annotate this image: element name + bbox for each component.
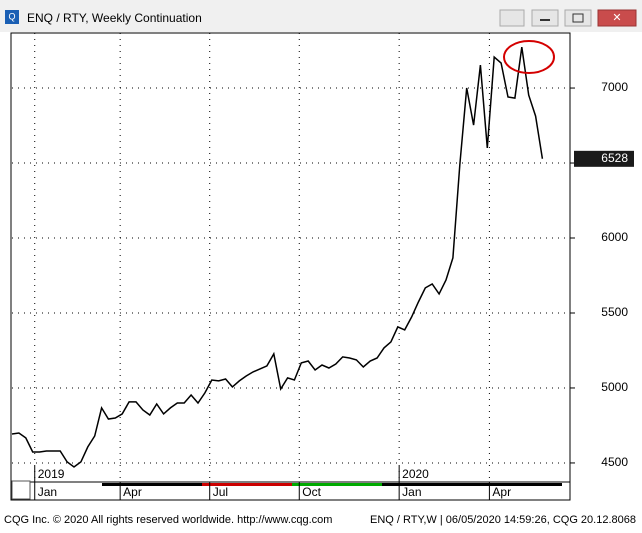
date-band (382, 483, 562, 486)
date-band (102, 483, 202, 486)
last-value-label: 6528 (601, 151, 628, 165)
y-tick-label: 6000 (601, 230, 628, 244)
date-band (292, 483, 382, 486)
x-tick-label: Jan (38, 485, 57, 499)
chart-title: ENQ / RTY, Weekly Continuation (27, 11, 202, 25)
corner-box[interactable] (11, 480, 31, 500)
app-icon (5, 10, 19, 24)
x-tick-label: Apr (492, 485, 511, 499)
x-tick-label: Jul (213, 485, 228, 499)
x-tick-label: Jan (402, 485, 421, 499)
close-glyph: ✕ (612, 12, 621, 24)
link-button[interactable] (499, 9, 525, 27)
price-line (11, 46, 544, 468)
minimize-button[interactable] (531, 9, 559, 27)
highlight-ellipse (503, 40, 555, 74)
close-button[interactable] (597, 9, 637, 27)
y-tick-label: 5500 (601, 305, 628, 319)
year-tick-label: 2020 (402, 467, 429, 481)
x-tick-label: Apr (123, 485, 142, 499)
footer-right: ENQ / RTY,W | 06/05/2020 14:59:26, CQG 2… (370, 514, 636, 526)
x-tick-label: Oct (302, 485, 321, 499)
footer-left: CQG Inc. © 2020 All rights reserved worl… (4, 514, 332, 526)
last-value-box (574, 150, 634, 167)
maximize-glyph (572, 13, 584, 23)
y-tick-label: 7000 (601, 80, 628, 94)
icon-glyph: Q (8, 11, 15, 21)
y-tick-label: 4500 (601, 455, 628, 469)
date-bar (10, 481, 571, 501)
y-tick-label: 5000 (601, 380, 628, 394)
maximize-button[interactable] (564, 9, 592, 27)
date-band (202, 483, 292, 486)
year-tick-label: 2019 (38, 467, 65, 481)
